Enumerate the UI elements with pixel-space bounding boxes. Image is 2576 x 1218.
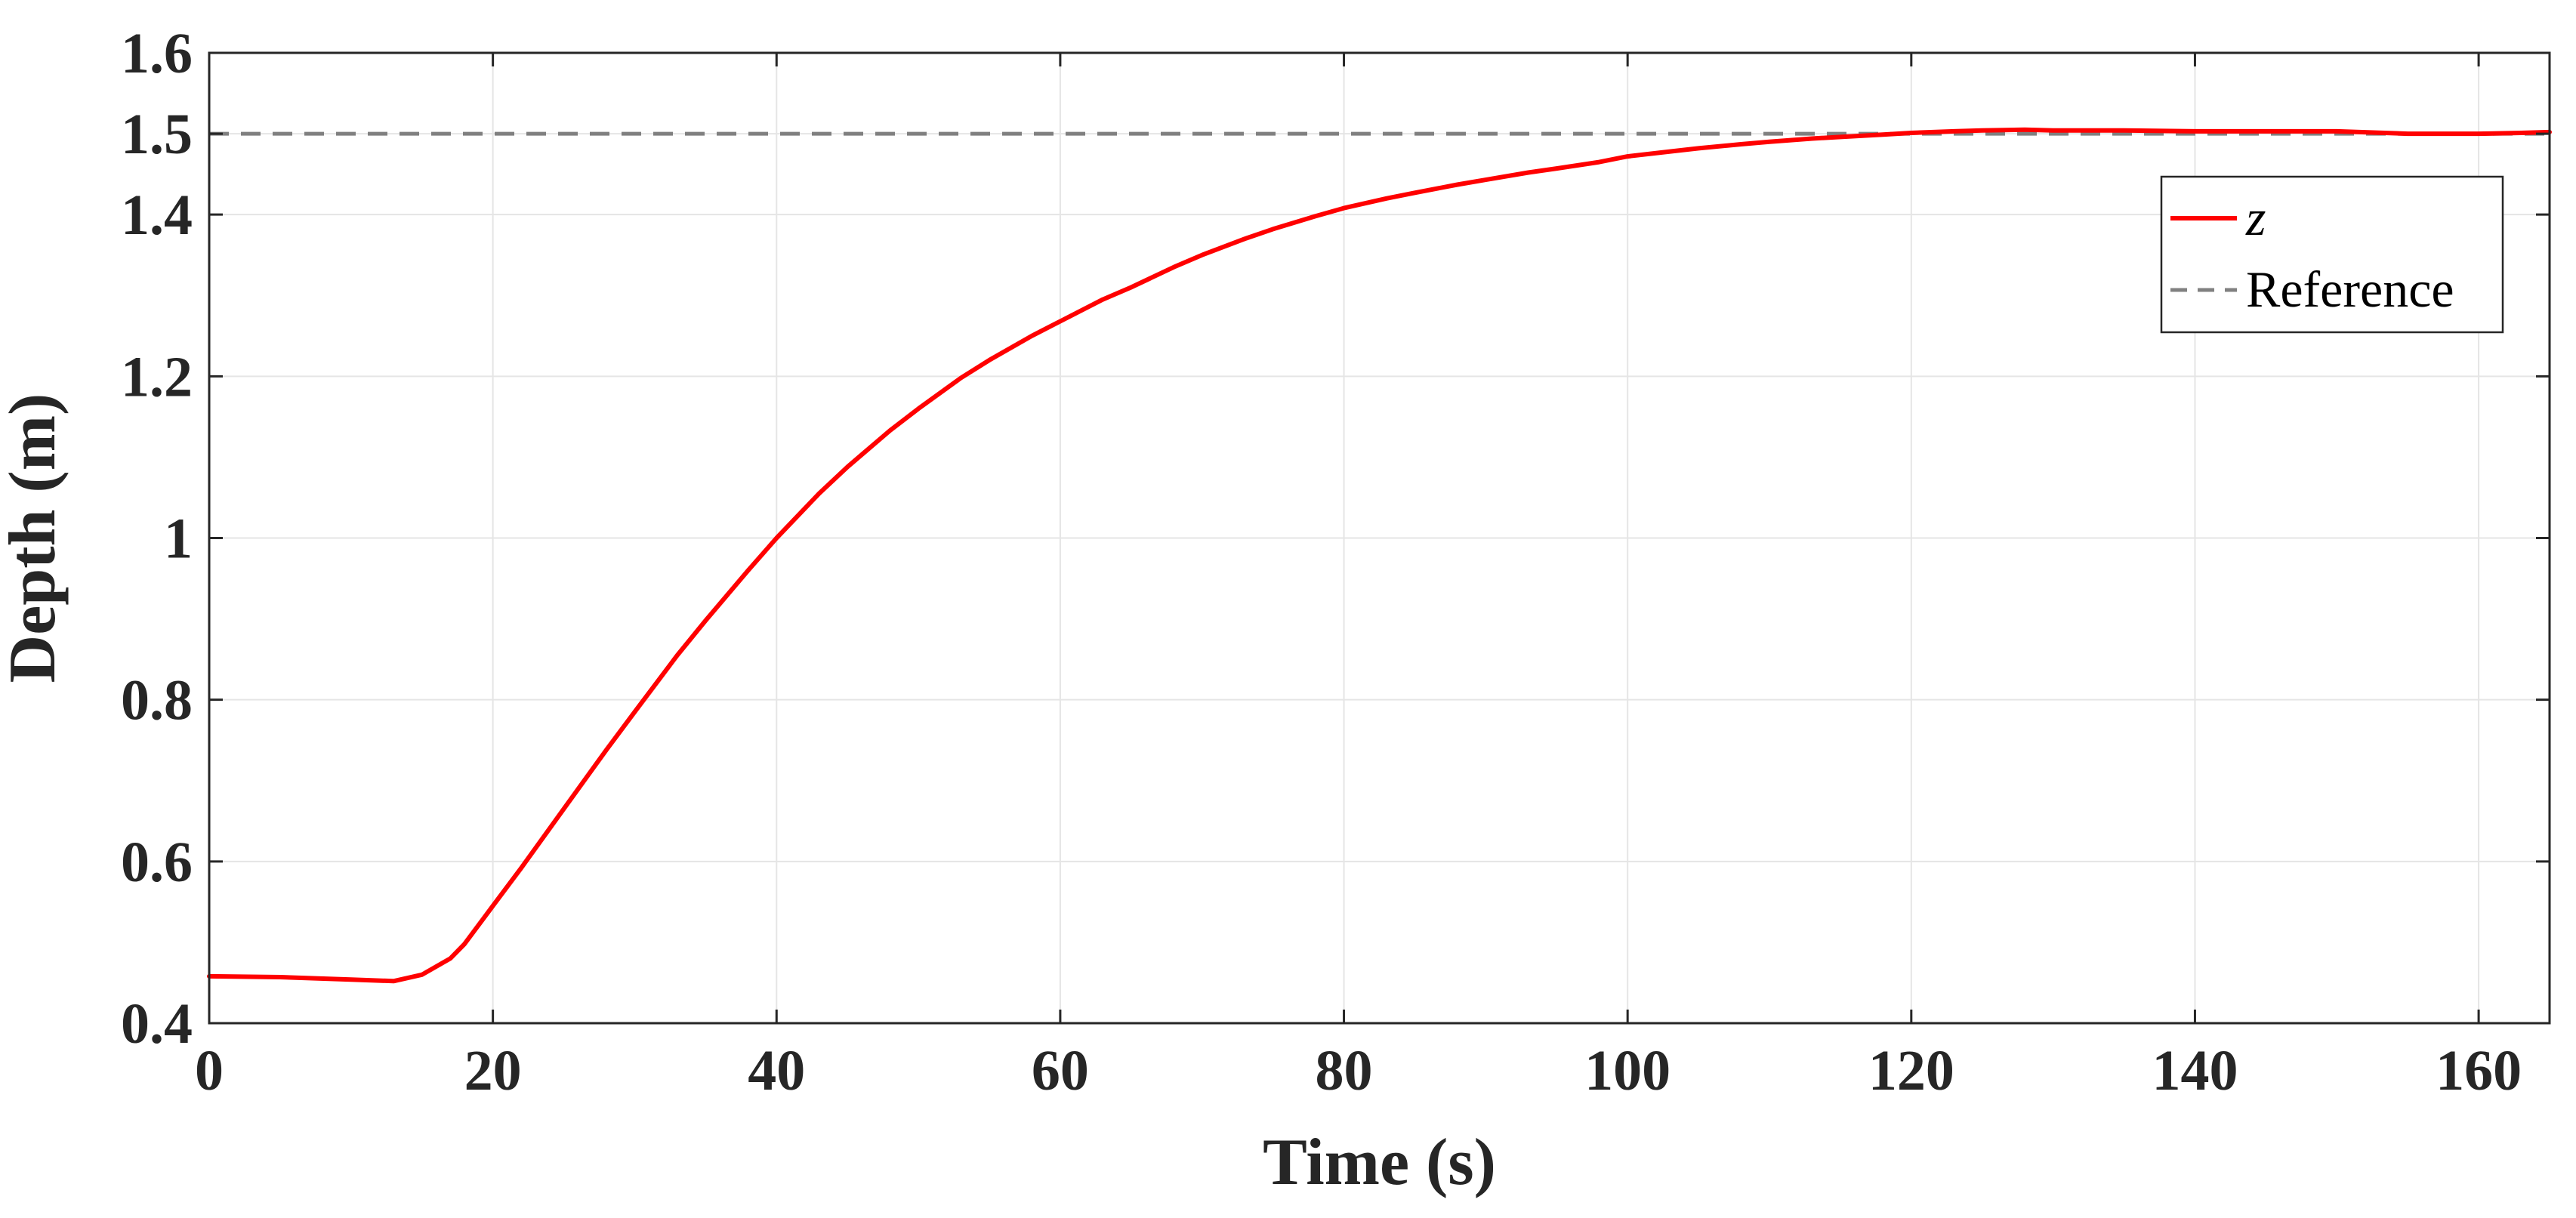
x-tick-label: 0 — [195, 1039, 224, 1102]
x-tick-label: 40 — [748, 1039, 805, 1102]
x-axis-label: Time (s) — [1263, 1126, 1496, 1199]
y-tick-label: 0.8 — [121, 669, 193, 732]
axis-ticks — [208, 51, 2550, 1025]
y-tick-label: 0.4 — [121, 992, 193, 1056]
series-layer — [207, 127, 2552, 984]
y-tick-label: 1.2 — [121, 345, 193, 409]
x-tick-label: 140 — [2152, 1039, 2238, 1102]
y-tick-label: 1.5 — [121, 103, 193, 166]
x-axis-tick-labels: 0 20 40 60 80 100 120 140 160 — [195, 1039, 2522, 1102]
legend-box — [2160, 175, 2504, 334]
y-tick-label: 1.6 — [121, 22, 193, 85]
series-line-z — [207, 127, 2552, 984]
legend-label-z: z — [2245, 189, 2266, 246]
legend: z Reference — [2160, 175, 2504, 334]
y-tick-label: 1 — [164, 507, 193, 571]
y-axis-tick-labels: 0.4 0.6 0.8 1 1.2 1.4 1.5 1.6 — [121, 22, 193, 1056]
y-tick-label: 0.6 — [121, 831, 193, 894]
x-tick-label: 100 — [1584, 1039, 1671, 1102]
y-tick-label: 1.4 — [121, 183, 193, 247]
x-tick-label: 160 — [2436, 1039, 2522, 1102]
x-tick-label: 120 — [1868, 1039, 1954, 1102]
x-tick-label: 20 — [464, 1039, 522, 1102]
x-tick-label: 60 — [1032, 1039, 1089, 1102]
x-tick-label: 80 — [1316, 1039, 1373, 1102]
y-axis-label: Depth (m) — [0, 393, 69, 683]
legend-label-reference: Reference — [2246, 261, 2454, 318]
